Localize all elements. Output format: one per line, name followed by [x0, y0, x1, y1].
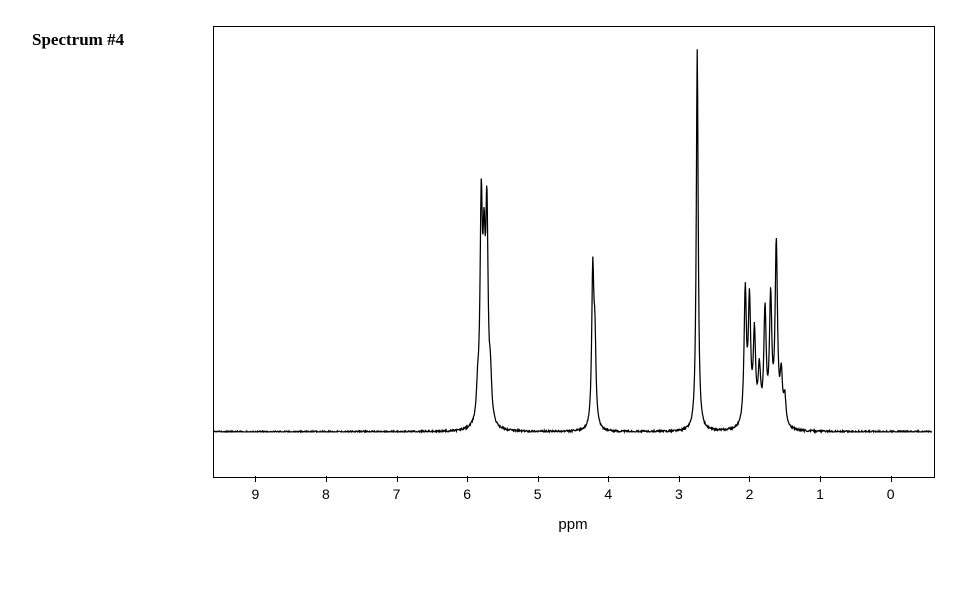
- nmr-chart: 9876543210ppm: [0, 0, 980, 596]
- spectrum-trace: [0, 0, 980, 596]
- trace-path: [213, 49, 933, 432]
